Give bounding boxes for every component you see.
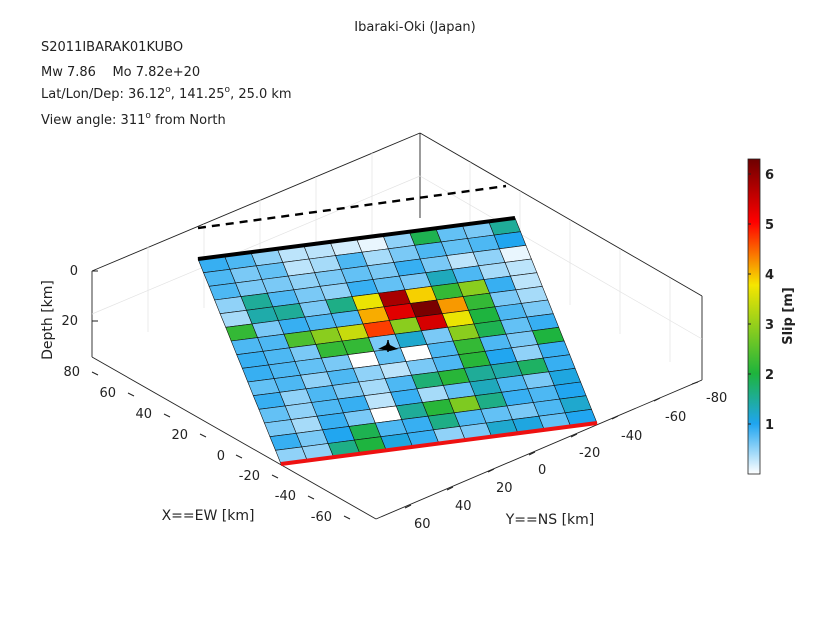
z-axis-label: Depth [km] xyxy=(40,280,56,360)
fault-plane xyxy=(197,217,598,465)
x-tick: 40 xyxy=(135,407,152,422)
degree-mark: o xyxy=(165,85,171,95)
y-tick: 60 xyxy=(414,517,431,532)
colorbar-tick: 6 xyxy=(765,168,774,183)
z-tick-0: 0 xyxy=(70,264,78,279)
degree-mark: o xyxy=(145,111,151,121)
location-lat: Lat/Lon/Dep: 36.12 xyxy=(41,87,165,102)
x-tick: -60 xyxy=(311,510,332,525)
y-tick: -80 xyxy=(706,391,727,406)
colorbar-tick: 2 xyxy=(765,368,774,383)
colorbar-gradient xyxy=(747,158,761,475)
event-id: S2011IBARAK01KUBO xyxy=(41,40,183,55)
fault-top-edge xyxy=(197,216,516,261)
x-tick-marks xyxy=(91,371,351,520)
colorbar-tick: 3 xyxy=(765,318,774,333)
location-line: Lat/Lon/Dep: 36.12o, 141.25o, 25.0 km xyxy=(41,85,292,102)
x-tick: -20 xyxy=(239,469,260,484)
colorbar-label: Slip [m] xyxy=(781,287,796,345)
view-angle-value: View angle: 311 xyxy=(41,113,145,128)
y-tick: 20 xyxy=(496,481,513,496)
chart-title: Ibaraki-Oki (Japan) xyxy=(354,20,475,35)
colorbar-tick: 5 xyxy=(765,218,774,233)
magnitude-line: Mw 7.86 Mo 7.82e+20 xyxy=(41,65,200,80)
surface-trace-projection xyxy=(197,184,507,230)
view-angle-line: View angle: 311o from North xyxy=(41,111,226,128)
x-tick: 60 xyxy=(99,386,116,401)
y-tick-marks xyxy=(404,381,699,509)
y-axis: -80 -60 -40 -20 0 20 40 60 Y==NS [km] xyxy=(414,391,727,532)
colorbar: 6 5 4 3 2 1 Slip [m] xyxy=(747,158,796,475)
hypocenter-star-icon xyxy=(378,340,398,352)
x-tick: 20 xyxy=(171,428,188,443)
x-axis: 80 60 40 20 0 -20 -40 -60 X==EW [km] xyxy=(63,365,332,525)
axes-box xyxy=(91,132,703,520)
z-axis: 0 20 Depth [km] xyxy=(40,264,98,360)
y-tick: 40 xyxy=(455,499,472,514)
location-lon: , 141.25 xyxy=(171,87,225,102)
z-tick-20: 20 xyxy=(61,314,78,329)
x-tick: 80 xyxy=(63,365,80,380)
y-tick: -40 xyxy=(621,429,642,444)
x-axis-label: X==EW [km] xyxy=(162,508,255,524)
x-tick: 0 xyxy=(217,449,225,464)
y-axis-label: Y==NS [km] xyxy=(505,512,595,528)
y-tick: -20 xyxy=(579,446,600,461)
colorbar-tick: 4 xyxy=(765,268,774,283)
degree-mark: o xyxy=(225,85,231,95)
colorbar-tick: 1 xyxy=(765,418,774,433)
y-tick: -60 xyxy=(665,410,686,425)
location-depth: , 25.0 km xyxy=(230,87,292,102)
y-tick: 0 xyxy=(538,463,546,478)
view-angle-suffix: from North xyxy=(151,113,226,128)
x-tick: -40 xyxy=(275,489,296,504)
fault-bottom-edge xyxy=(280,421,598,466)
